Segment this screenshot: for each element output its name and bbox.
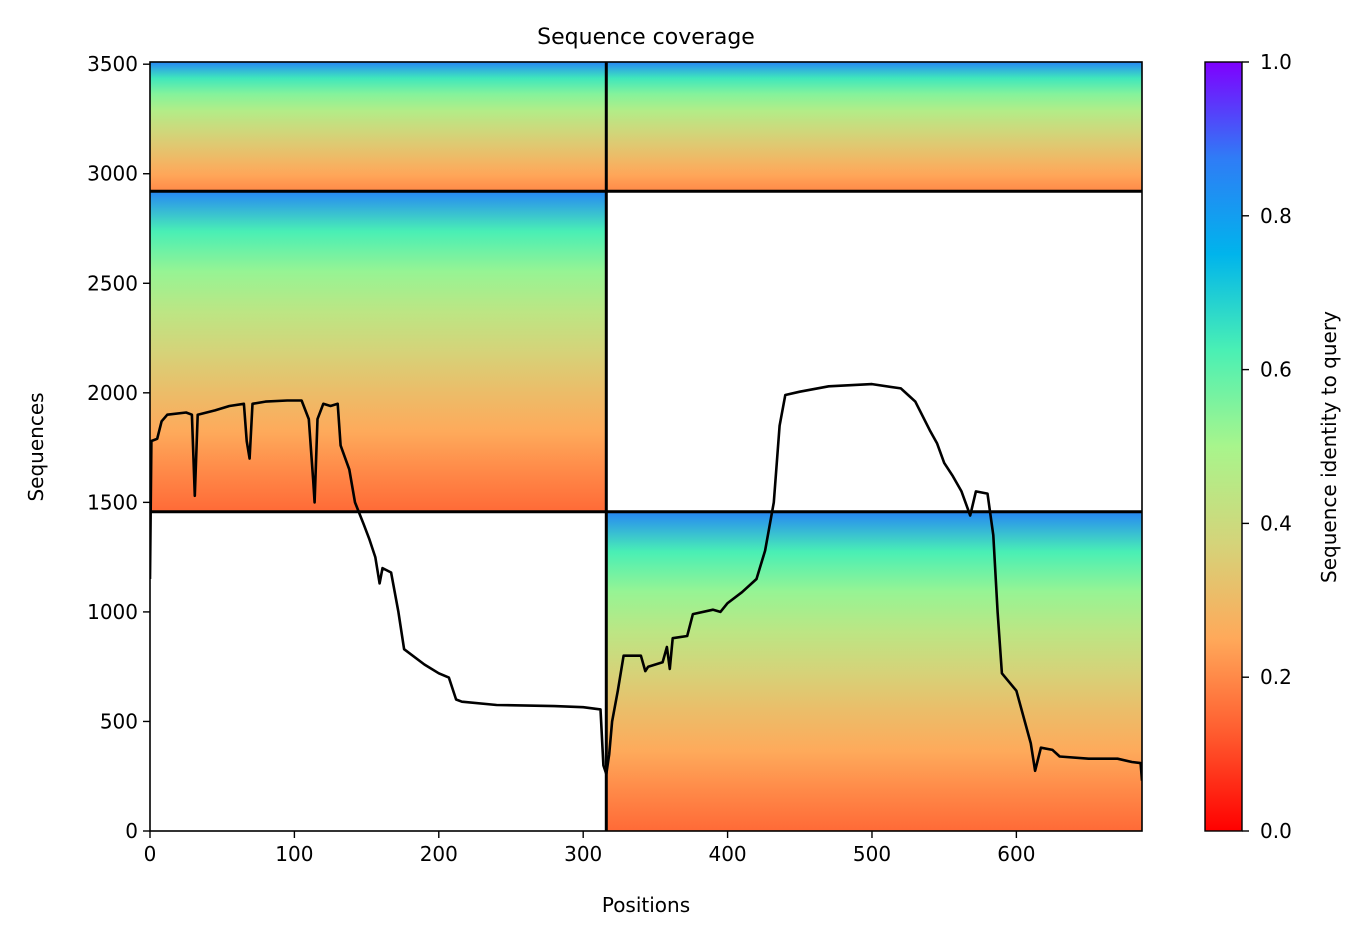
y-tick-label: 1000 (87, 600, 138, 624)
chart-title: Sequence coverage (537, 25, 755, 50)
x-tick-label: 200 (420, 842, 458, 866)
x-tick-label: 300 (564, 842, 602, 866)
x-tick-label: 0 (144, 842, 157, 866)
y-tick-label: 0 (125, 819, 138, 843)
y-tick-label: 500 (100, 709, 138, 733)
coverage-line (150, 382, 1142, 781)
y-axis-ticks: 0 500 1000 1500 2000 2500 3000 3500 (87, 52, 150, 843)
colorbar-tick-label: 0.0 (1260, 819, 1292, 843)
y-axis-label: Sequences (24, 392, 48, 501)
x-axis-label: Positions (602, 893, 690, 917)
coverage-blocks (150, 62, 1142, 831)
coverage-block-1 (150, 62, 607, 192)
x-tick-label: 100 (275, 842, 313, 866)
y-tick-label: 3500 (87, 52, 138, 76)
colorbar-tick-label: 0.6 (1260, 358, 1292, 382)
block-separators (150, 62, 1142, 831)
x-tick-label: 400 (708, 842, 746, 866)
colorbar-tick-label: 0.2 (1260, 665, 1292, 689)
y-tick-label: 2500 (87, 271, 138, 295)
y-tick-label: 3000 (87, 162, 138, 186)
plot-frame (149, 61, 1143, 832)
plot-area (149, 61, 1143, 832)
colorbar-tick-label: 0.8 (1260, 204, 1292, 228)
coverage-block-2 (606, 62, 1142, 192)
colorbar-bar (1204, 61, 1243, 832)
coverage-block-3 (150, 191, 607, 512)
y-tick-label: 1500 (87, 490, 138, 514)
colorbar: 0.0 0.2 0.4 0.6 0.8 1.0 Sequence identity to … (1204, 50, 1341, 843)
x-axis-ticks: 0 100 200 300 400 500 600 (144, 831, 1035, 866)
x-tick-label: 600 (997, 842, 1035, 866)
colorbar-tick-label: 0.4 (1260, 511, 1292, 535)
x-tick-label: 500 (853, 842, 891, 866)
coverage-block-4 (606, 511, 1142, 831)
colorbar-label: Sequence identity to query (1317, 311, 1341, 583)
colorbar-tick-label: 1.0 (1260, 50, 1292, 74)
colorbar-ticks: 0.0 0.2 0.4 0.6 0.8 1.0 (1242, 50, 1292, 843)
y-tick-label: 2000 (87, 381, 138, 405)
